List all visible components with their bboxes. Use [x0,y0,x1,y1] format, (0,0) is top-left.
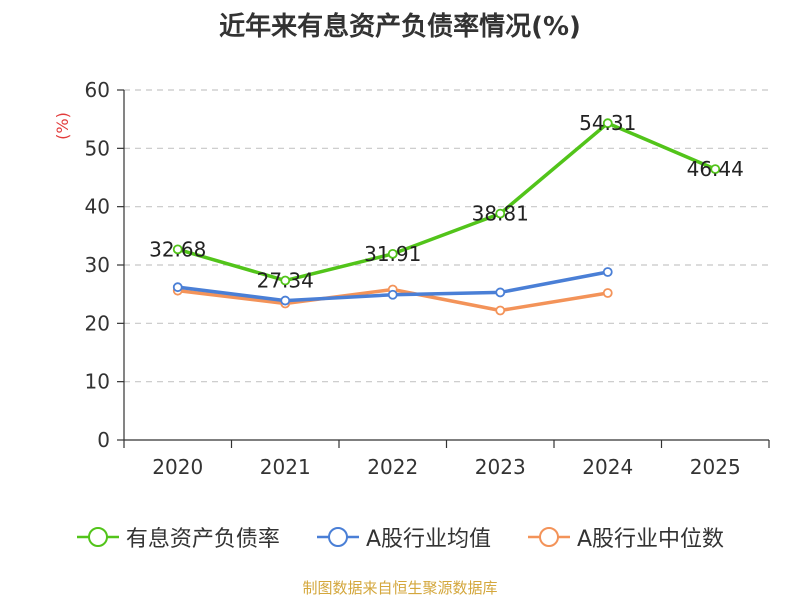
x-tick-label: 2024 [582,455,633,479]
data-point [172,282,183,293]
data-point [387,248,398,259]
x-tick-label: 2021 [260,455,311,479]
data-point [280,295,291,306]
x-tick-label: 2023 [475,455,526,479]
data-point [602,118,613,129]
legend: 有息资产负债率 A股行业均值 A股行业中位数 [0,520,800,554]
legend-item[interactable]: 有息资产负债率 [76,521,280,553]
x-tick-label: 2022 [367,455,418,479]
y-tick-label: 0 [97,428,110,452]
chart-title: 近年来有息资产负债率情况(%) [219,12,581,42]
y-tick-label: 20 [85,311,110,335]
legend-marker-icon [528,527,570,547]
series-line [177,121,716,283]
source-note: 制图数据来自恒生聚源数据库 [302,579,498,597]
data-point [495,287,506,298]
x-tick-label: 2025 [690,455,741,479]
legend-item[interactable]: A股行业中位数 [527,521,724,553]
legend-marker-icon [76,527,119,547]
data-point [280,275,291,286]
data-point [602,267,613,277]
data-point [710,164,721,175]
data-label: 46.44 [687,157,744,181]
y-tick-label: 60 [85,78,110,102]
data-label: 32.68 [149,237,206,261]
y-tick-label: 10 [85,370,110,394]
y-tick-label: 30 [85,253,110,277]
y-tick-label: 40 [85,195,110,219]
legend-marker-icon [316,527,359,547]
y-axis-unit: (%) [53,112,72,140]
data-label: 54.31 [579,111,636,135]
data-label: 27.34 [257,269,314,293]
data-label: 31.91 [364,242,421,266]
legend-label: A股行业均值 [365,527,491,552]
legend-item[interactable]: A股行业均值 [316,521,491,553]
data-point [172,244,183,255]
data-point [495,305,506,316]
data-point [387,289,398,300]
legend-label: A股行业中位数 [577,527,725,552]
legend-label: 有息资产负债率 [125,527,280,552]
data-point [495,208,506,219]
data-label: 38.81 [472,202,529,226]
data-point [602,288,613,298]
x-tick-label: 2020 [152,455,203,479]
y-tick-label: 50 [85,136,110,160]
